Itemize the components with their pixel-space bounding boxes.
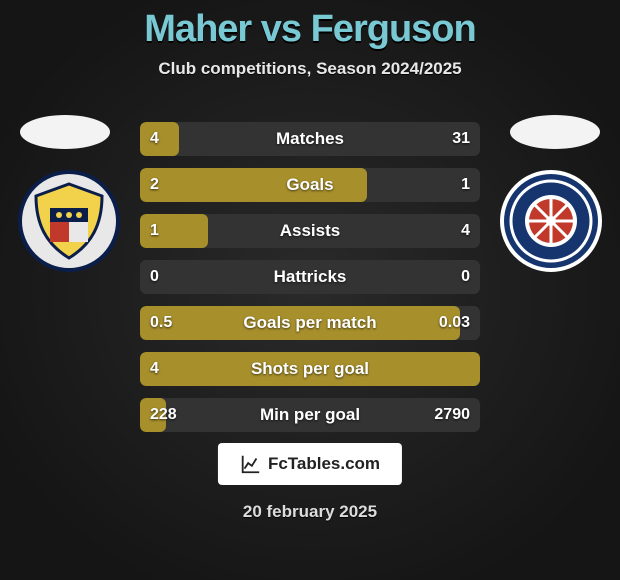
- date-text: 20 february 2025: [0, 502, 620, 522]
- stat-value-left: 4: [150, 352, 159, 386]
- club-badge-right: [500, 170, 602, 272]
- site-logo[interactable]: FcTables.com: [218, 443, 402, 485]
- shield-icon: [26, 178, 112, 264]
- stat-value-left: 4: [150, 122, 159, 156]
- stat-value-right: 1: [461, 168, 470, 202]
- stat-row: 2 1Goals: [140, 168, 480, 202]
- stat-value-left: 0.5: [150, 306, 172, 340]
- stat-value-right: 0.03: [439, 306, 470, 340]
- stat-row: 0 0Hattricks: [140, 260, 480, 294]
- comparison-card: Maher vs Ferguson Club competitions, Sea…: [0, 0, 620, 580]
- club-badge-left: [18, 170, 120, 272]
- stat-row: 4Shots per goal: [140, 352, 480, 386]
- stat-row: 228 2790Min per goal: [140, 398, 480, 432]
- stat-label: Goals per match: [140, 306, 480, 340]
- player1-name: Maher: [144, 8, 251, 50]
- stat-value-left: 0: [150, 260, 159, 294]
- stat-value-right: 2790: [434, 398, 470, 432]
- player2-name: Ferguson: [311, 8, 476, 50]
- stat-value-right: 0: [461, 260, 470, 294]
- chart-icon: [240, 453, 262, 475]
- stat-value-right: 31: [452, 122, 470, 156]
- stat-row: 0.5 0.03Goals per match: [140, 306, 480, 340]
- stat-value-left: 228: [150, 398, 177, 432]
- stat-label: Assists: [140, 214, 480, 248]
- stat-value-left: 2: [150, 168, 159, 202]
- site-logo-text: FcTables.com: [268, 454, 380, 474]
- flag-left: [20, 115, 110, 149]
- flag-right: [510, 115, 600, 149]
- stat-label: Matches: [140, 122, 480, 156]
- subtitle: Club competitions, Season 2024/2025: [0, 59, 620, 79]
- stat-label: Shots per goal: [140, 352, 480, 386]
- stat-row: 1 4Assists: [140, 214, 480, 248]
- stat-label: Min per goal: [140, 398, 480, 432]
- wheel-icon: [508, 178, 594, 264]
- stat-row: 4 31Matches: [140, 122, 480, 156]
- stat-value-right: 4: [461, 214, 470, 248]
- page-title: Maher vs Ferguson: [0, 0, 620, 51]
- vs-text: vs: [251, 8, 310, 50]
- stat-label: Goals: [140, 168, 480, 202]
- stat-value-left: 1: [150, 214, 159, 248]
- stat-bars: 431Matches21Goals14Assists00Hattricks0.5…: [140, 122, 480, 444]
- stat-label: Hattricks: [140, 260, 480, 294]
